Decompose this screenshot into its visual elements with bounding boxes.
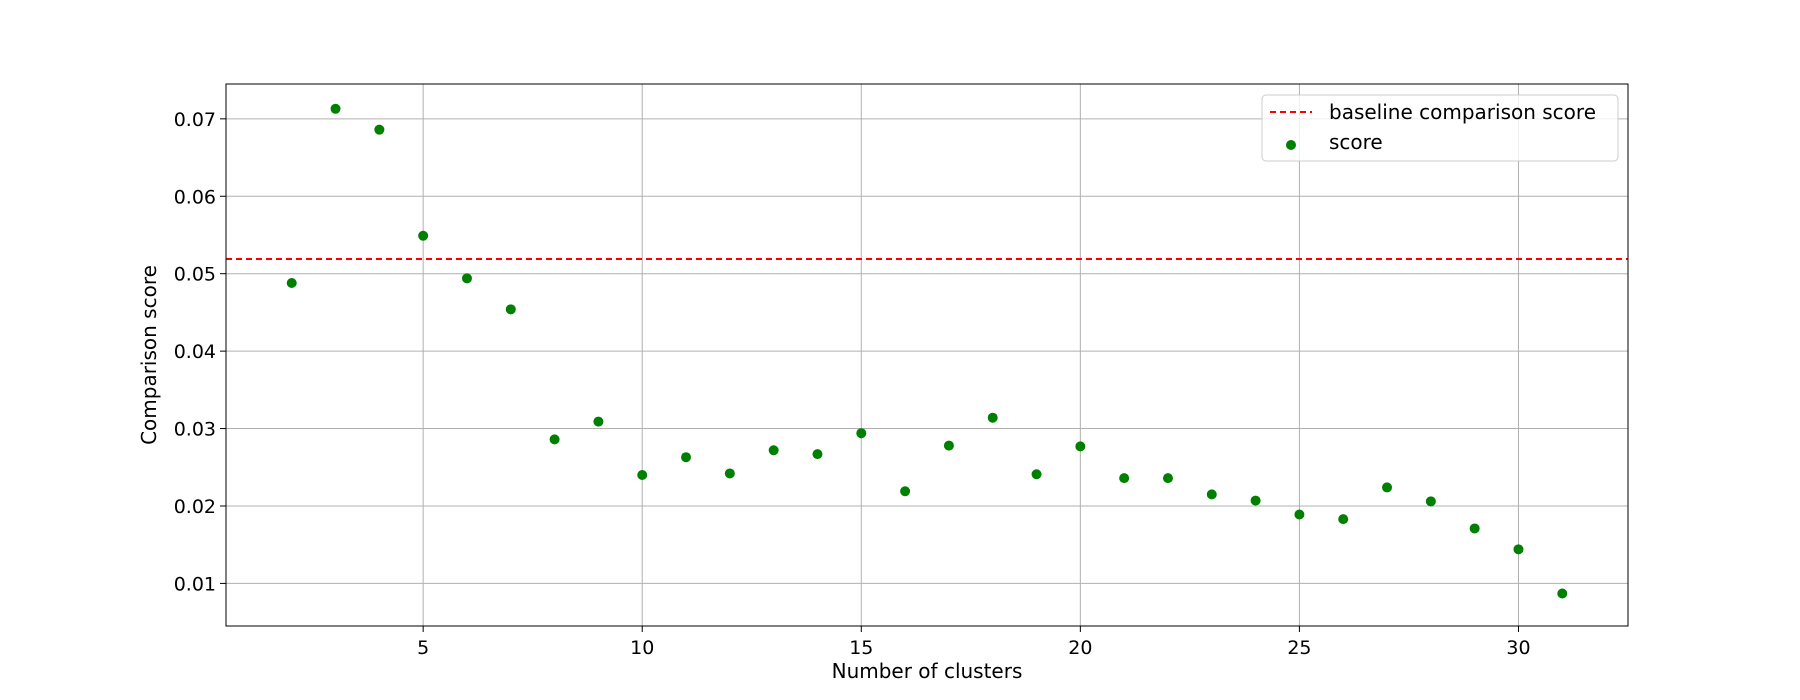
- data-point: [330, 103, 341, 114]
- data-point: [1425, 496, 1436, 507]
- data-point: [724, 468, 735, 479]
- data-point: [374, 124, 385, 135]
- data-point: [1031, 469, 1042, 480]
- data-point: [900, 486, 911, 497]
- data-point: [418, 230, 429, 241]
- data-point: [1250, 495, 1261, 506]
- data-point: [768, 445, 779, 456]
- y-tick-label: 0.06: [174, 186, 216, 208]
- plot-area-frame: [225, 83, 1629, 627]
- data-point: [593, 416, 604, 427]
- data-point: [549, 434, 560, 445]
- y-tick-label: 0.04: [174, 341, 216, 363]
- y-tick-label: 0.07: [174, 109, 216, 131]
- data-point: [1206, 489, 1217, 500]
- axis-ticks: 5 10 15 20 25 30 0.01 0.02 0.03 0.04 0.05 0.06 0.07: [174, 109, 1531, 659]
- data-point: [1557, 588, 1568, 599]
- data-point: [637, 470, 648, 481]
- y-tick-label: 0.02: [174, 496, 216, 518]
- grid: [226, 84, 1628, 626]
- legend: baseline comparison score score: [1261, 94, 1619, 162]
- data-point: [987, 412, 998, 423]
- data-point: [681, 452, 692, 463]
- legend-swatch-score: [1286, 140, 1296, 150]
- data-point: [1119, 473, 1130, 484]
- data-point: [1294, 509, 1305, 520]
- data-point: [1162, 473, 1173, 484]
- x-tick-label: 30: [1506, 637, 1530, 659]
- x-axis-label: Number of clusters: [832, 659, 1023, 683]
- data-point: [1382, 482, 1393, 493]
- data-points: [286, 103, 1568, 599]
- x-tick-label: 20: [1068, 637, 1092, 659]
- data-point: [505, 304, 516, 315]
- y-tick-label: 0.01: [174, 573, 216, 595]
- data-point: [1338, 514, 1349, 525]
- data-point: [812, 449, 823, 460]
- x-tick-label: 10: [630, 637, 654, 659]
- data-point: [1469, 523, 1480, 534]
- data-point: [1075, 441, 1086, 452]
- x-tick-label: 15: [849, 637, 873, 659]
- y-axis-label: Comparison score: [137, 265, 161, 445]
- data-point: [286, 277, 297, 288]
- data-point: [461, 273, 472, 284]
- y-tick-label: 0.05: [174, 264, 216, 286]
- legend-label-baseline: baseline comparison score: [1329, 100, 1596, 124]
- data-point: [1513, 544, 1524, 555]
- x-tick-label: 5: [417, 637, 429, 659]
- legend-label-score: score: [1329, 130, 1383, 154]
- y-tick-label: 0.03: [174, 419, 216, 441]
- legend-box: [1261, 94, 1619, 162]
- data-point: [943, 440, 954, 451]
- x-tick-label: 25: [1287, 637, 1311, 659]
- data-point: [856, 428, 867, 439]
